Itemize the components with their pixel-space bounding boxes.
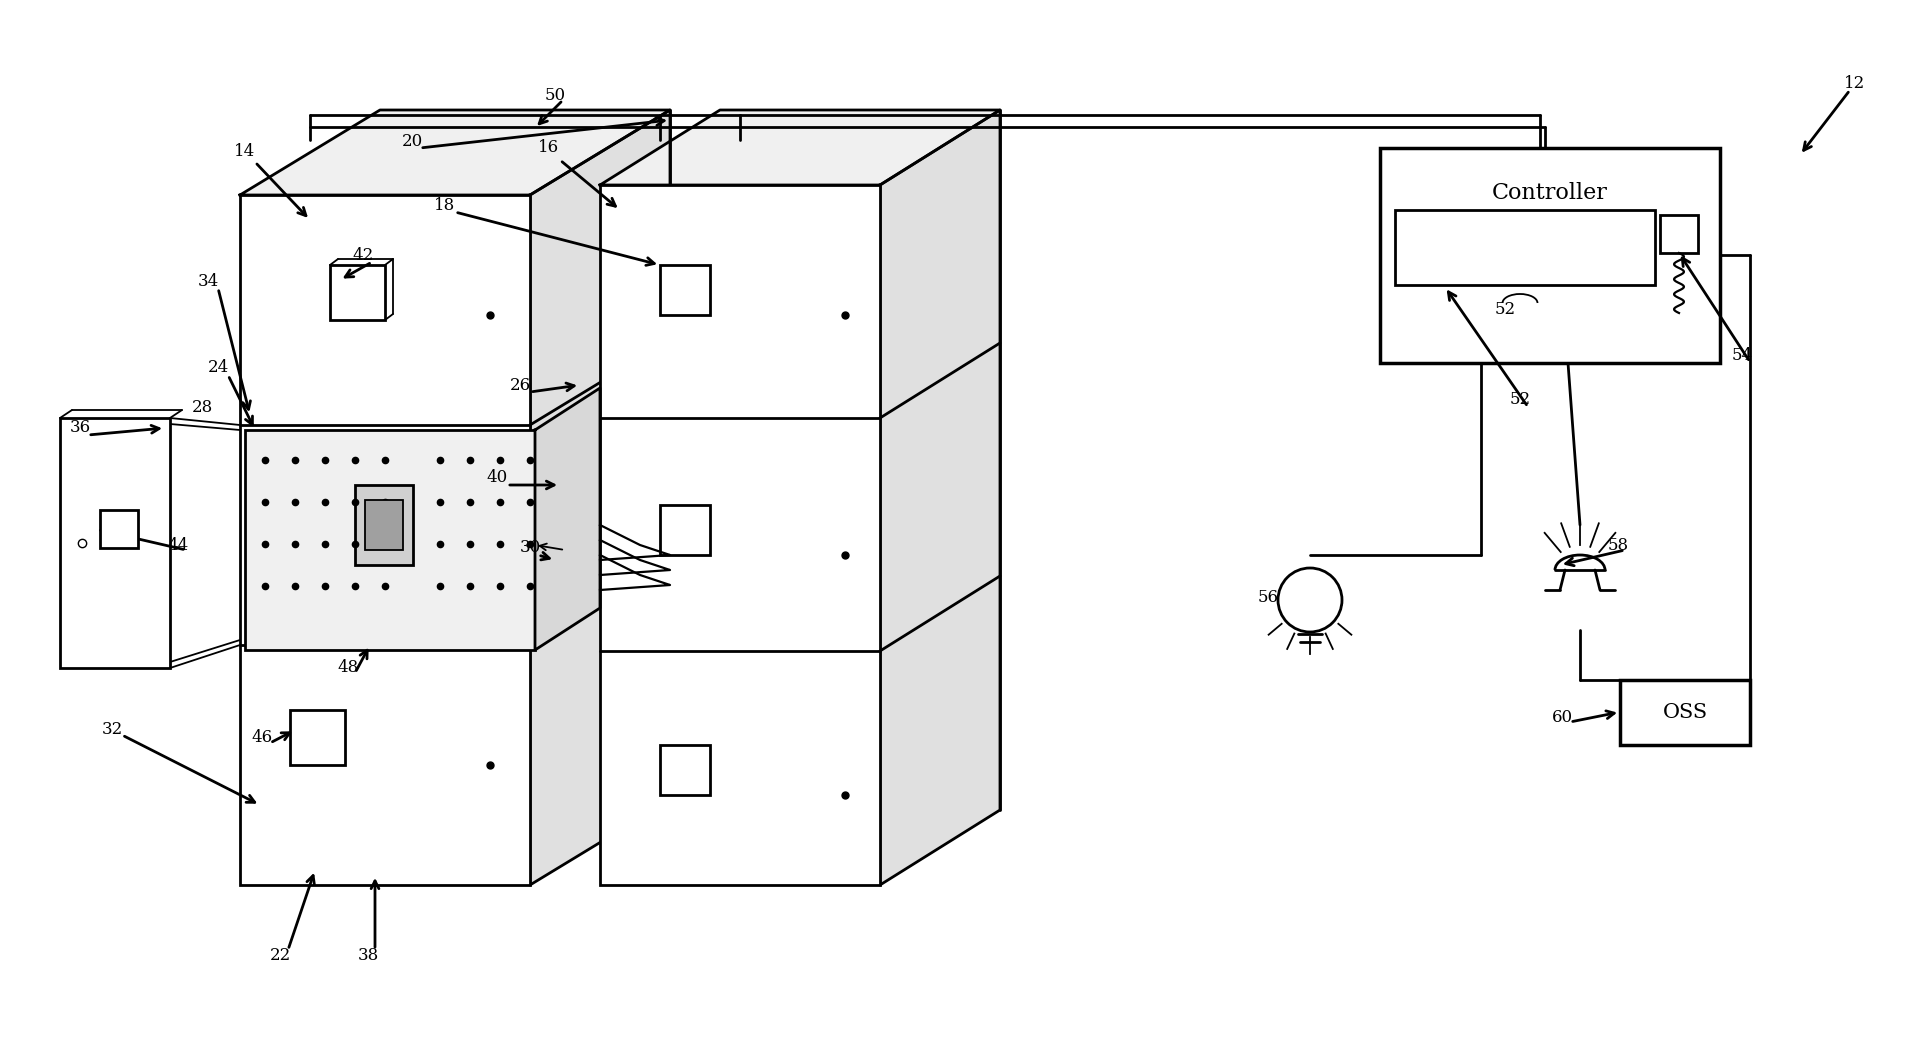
Bar (99, 510, 137, 548)
Text: 46: 46 (252, 729, 273, 746)
Polygon shape (536, 388, 601, 650)
Text: 58: 58 (1608, 537, 1629, 553)
Text: 24: 24 (208, 359, 229, 376)
Bar (240, 195, 530, 885)
Text: 42: 42 (353, 246, 374, 263)
Text: 12: 12 (1844, 74, 1865, 91)
Bar (355, 485, 414, 565)
Text: Microprocessor: Microprocessor (1447, 238, 1602, 256)
Polygon shape (530, 110, 669, 885)
Bar (244, 430, 536, 650)
Bar (660, 265, 709, 315)
Text: 26: 26 (509, 376, 530, 393)
Bar (1621, 680, 1751, 745)
Bar (601, 185, 879, 885)
Text: 60: 60 (1552, 709, 1573, 726)
Text: 52: 52 (1510, 392, 1531, 409)
Bar (290, 709, 345, 765)
Bar (59, 418, 170, 668)
Text: OSS: OSS (1663, 702, 1707, 721)
Text: 16: 16 (538, 139, 559, 156)
Text: 32: 32 (101, 721, 122, 739)
Text: 18: 18 (435, 197, 456, 214)
Text: 40: 40 (486, 470, 507, 486)
Text: 54: 54 (1732, 347, 1753, 364)
Text: 44: 44 (168, 537, 189, 553)
Bar (1396, 210, 1655, 285)
Text: 48: 48 (338, 659, 359, 677)
Text: 52: 52 (1495, 302, 1516, 319)
Text: Controller: Controller (1491, 182, 1608, 204)
Polygon shape (240, 110, 669, 195)
Polygon shape (879, 110, 999, 885)
Text: 20: 20 (400, 133, 423, 151)
Polygon shape (601, 110, 999, 185)
Text: 22: 22 (269, 946, 290, 963)
Text: 38: 38 (357, 946, 379, 963)
Bar (330, 265, 385, 320)
Text: 14: 14 (235, 144, 256, 160)
Bar (1381, 148, 1720, 363)
Text: 36: 36 (69, 419, 90, 437)
Text: 30: 30 (519, 540, 540, 556)
Text: 50: 50 (543, 87, 566, 104)
Text: 56: 56 (1257, 589, 1278, 607)
Circle shape (1278, 568, 1343, 632)
Text: 28: 28 (191, 399, 212, 416)
Text: 34: 34 (198, 274, 219, 290)
Bar (1659, 215, 1697, 253)
Bar (660, 505, 709, 555)
Bar (660, 745, 709, 795)
Bar (364, 500, 402, 550)
